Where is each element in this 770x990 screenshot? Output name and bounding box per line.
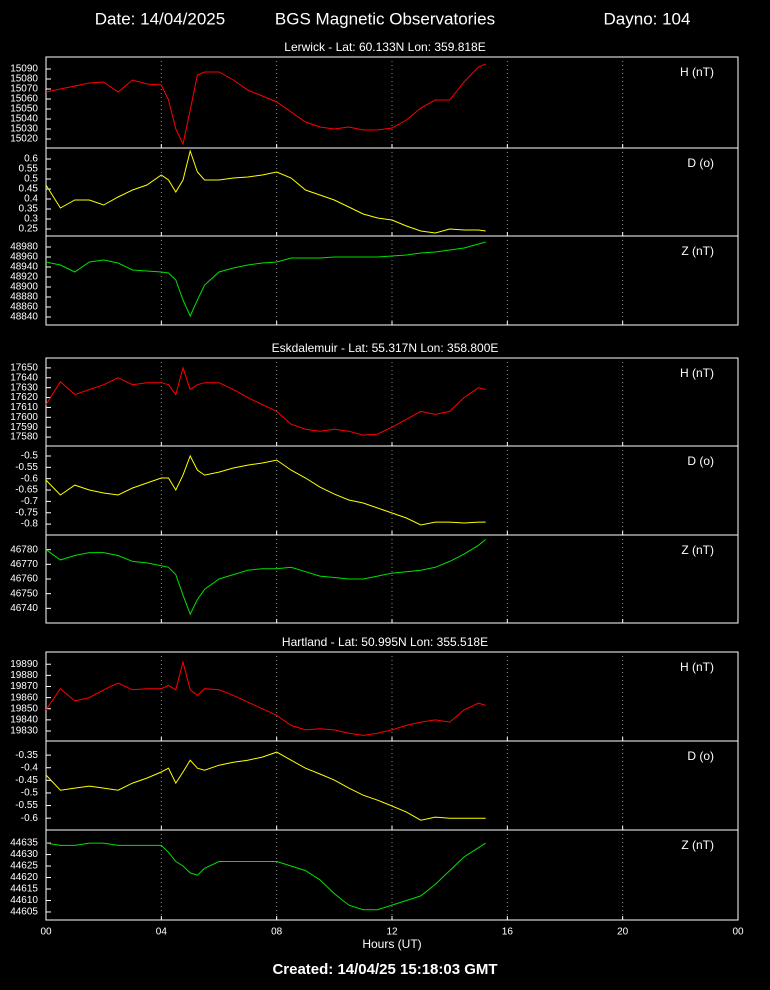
component-label: D (o): [687, 749, 714, 763]
y-tick-label: 46750: [10, 588, 38, 599]
y-tick-label: -0.45: [15, 775, 38, 786]
y-tick-label: 44630: [10, 849, 38, 860]
page-title: BGS Magnetic Observatories: [275, 9, 495, 28]
y-tick-label: 19850: [10, 703, 38, 714]
y-tick-label: -0.65: [15, 485, 38, 496]
component-label: H (nT): [680, 366, 714, 380]
y-tick-label: 0.45: [19, 184, 39, 195]
y-tick-label: 44610: [10, 895, 38, 906]
y-tick-label: 0.6: [24, 154, 38, 165]
station-title: Lerwick - Lat: 60.133N Lon: 359.818E: [284, 40, 485, 54]
y-tick-label: 48880: [10, 292, 38, 303]
x-tick-label: 20: [617, 927, 629, 938]
y-tick-label: -0.75: [15, 507, 38, 518]
y-tick-label: 19870: [10, 681, 38, 692]
y-tick-label: 0.35: [19, 204, 39, 215]
dayno: Dayno: 104: [604, 9, 691, 28]
y-tick-label: -0.8: [21, 519, 39, 530]
y-tick-label: 17580: [10, 432, 38, 443]
y-tick-label: 17590: [10, 422, 38, 433]
x-tick-label: 08: [271, 927, 283, 938]
footer: Created: 14/04/25 15:18:03 GMT: [272, 961, 497, 978]
y-tick-label: 0.55: [19, 164, 39, 175]
x-tick-label: 04: [156, 927, 168, 938]
data-line: [45, 366, 486, 436]
date: Date: 14/04/2025: [95, 9, 225, 28]
y-tick-label: 19880: [10, 670, 38, 681]
y-tick-label: 15060: [10, 94, 38, 105]
y-tick-label: 15040: [10, 114, 38, 125]
component-label: Z (nT): [681, 838, 714, 852]
y-tick-label: 48920: [10, 272, 38, 283]
y-tick-label: 17630: [10, 382, 38, 393]
data-line: [45, 660, 486, 736]
y-tick-label: 46740: [10, 603, 38, 614]
y-tick-label: 15070: [10, 84, 38, 95]
y-tick-label: 17640: [10, 372, 38, 383]
y-tick-label: -0.5: [21, 788, 39, 799]
data-line: [45, 149, 486, 234]
y-tick-label: -0.4: [21, 762, 39, 773]
y-tick-label: 46760: [10, 574, 38, 585]
y-tick-label: 17650: [10, 363, 38, 374]
station-title: Eskdalemuir - Lat: 55.317N Lon: 358.800E: [272, 341, 499, 355]
x-tick-label: 12: [386, 927, 398, 938]
y-tick-label: 46770: [10, 559, 38, 570]
data-line: [45, 751, 486, 821]
y-tick-label: 0.5: [24, 174, 38, 185]
component-label: H (nT): [680, 65, 714, 79]
y-tick-label: 15050: [10, 104, 38, 115]
y-tick-label: 19840: [10, 715, 38, 726]
data-line: [45, 63, 486, 146]
panel-frame: [45, 56, 739, 149]
component-label: H (nT): [680, 660, 714, 674]
x-tick-label: 00: [732, 927, 744, 938]
y-tick-label: -0.55: [15, 800, 38, 811]
y-tick-label: 15030: [10, 124, 38, 135]
component-label: D (o): [687, 454, 714, 468]
y-tick-label: 44615: [10, 884, 38, 895]
y-tick-label: 0.4: [24, 194, 38, 205]
y-tick-label: -0.55: [15, 462, 38, 473]
y-tick-label: 15020: [10, 134, 38, 145]
y-tick-label: 48840: [10, 312, 38, 323]
y-tick-label: 46780: [10, 544, 38, 555]
y-tick-label: 48980: [10, 242, 38, 253]
y-tick-label: 19890: [10, 659, 38, 670]
y-tick-label: 44635: [10, 838, 38, 849]
y-tick-label: 44620: [10, 872, 38, 883]
y-tick-label: 19860: [10, 692, 38, 703]
y-tick-label: 48860: [10, 302, 38, 313]
component-label: Z (nT): [681, 543, 714, 557]
y-tick-label: -0.35: [15, 750, 38, 761]
data-line: [45, 842, 486, 911]
data-line: [45, 454, 486, 526]
y-tick-label: 19830: [10, 726, 38, 737]
data-line: [45, 241, 486, 318]
y-tick-label: 17620: [10, 392, 38, 403]
station-title: Hartland - Lat: 50.995N Lon: 355.518E: [282, 635, 488, 649]
y-tick-label: 48940: [10, 262, 38, 273]
y-tick-label: -0.6: [21, 813, 39, 824]
y-tick-label: 44625: [10, 861, 38, 872]
y-tick-label: -0.5: [21, 451, 39, 462]
data-line: [45, 539, 487, 616]
y-tick-label: 17610: [10, 402, 38, 413]
y-tick-label: 17600: [10, 412, 38, 423]
y-tick-label: 0.3: [24, 214, 38, 225]
x-tick-label: 00: [40, 927, 52, 938]
y-tick-label: 48900: [10, 282, 38, 293]
component-label: Z (nT): [681, 244, 714, 258]
y-tick-label: 48960: [10, 252, 38, 263]
y-tick-label: 44605: [10, 907, 38, 918]
y-tick-label: 15080: [10, 74, 38, 85]
y-tick-label: 0.25: [19, 224, 39, 235]
y-tick-label: 15090: [10, 64, 38, 75]
x-axis-label: Hours (UT): [362, 937, 421, 951]
component-label: D (o): [687, 156, 714, 170]
x-tick-label: 16: [502, 927, 514, 938]
y-tick-label: -0.6: [21, 473, 39, 484]
y-tick-label: -0.7: [21, 496, 39, 507]
